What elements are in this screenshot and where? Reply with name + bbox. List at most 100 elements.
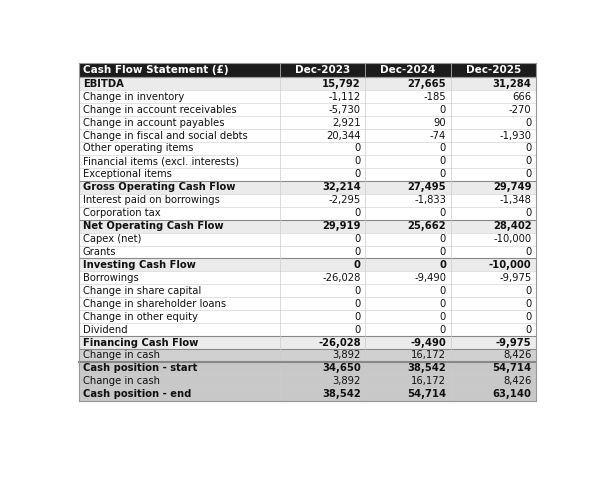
Text: 0: 0 <box>440 247 446 257</box>
Text: 32,214: 32,214 <box>322 182 361 192</box>
Text: 0: 0 <box>525 312 532 322</box>
Bar <box>79 78 536 90</box>
Text: Grants: Grants <box>83 247 116 257</box>
Text: 31,284: 31,284 <box>493 79 532 89</box>
Text: Dec-2024: Dec-2024 <box>380 66 436 76</box>
Text: 0: 0 <box>355 208 361 218</box>
Bar <box>79 116 536 129</box>
Text: 63,140: 63,140 <box>493 389 532 399</box>
Text: 29,919: 29,919 <box>322 221 361 231</box>
Text: 0: 0 <box>439 260 446 270</box>
Bar <box>79 155 536 168</box>
Text: 0: 0 <box>440 105 446 115</box>
Text: -1,930: -1,930 <box>499 131 532 141</box>
Text: 0: 0 <box>440 234 446 244</box>
Text: 8,426: 8,426 <box>503 376 532 386</box>
Text: 29,749: 29,749 <box>493 182 532 192</box>
Text: EBITDA: EBITDA <box>83 79 124 89</box>
Text: 0: 0 <box>355 169 361 179</box>
Text: -185: -185 <box>424 92 446 102</box>
Text: 0: 0 <box>354 260 361 270</box>
Text: Dec-2025: Dec-2025 <box>466 66 521 76</box>
Text: 0: 0 <box>525 299 532 309</box>
Text: Dividend: Dividend <box>83 325 127 334</box>
Bar <box>79 233 536 246</box>
Text: 0: 0 <box>355 144 361 154</box>
Text: 0: 0 <box>355 312 361 322</box>
Text: Exceptional items: Exceptional items <box>83 169 172 179</box>
Bar <box>79 142 536 155</box>
Text: 0: 0 <box>525 157 532 166</box>
Text: 0: 0 <box>355 325 361 334</box>
Text: 0: 0 <box>355 234 361 244</box>
Bar <box>79 258 536 271</box>
Text: 2,921: 2,921 <box>332 118 361 128</box>
Text: -1,112: -1,112 <box>329 92 361 102</box>
Bar <box>79 388 536 401</box>
Bar <box>79 246 536 258</box>
Text: 0: 0 <box>440 299 446 309</box>
Text: 3,892: 3,892 <box>332 376 361 386</box>
Text: 54,714: 54,714 <box>493 363 532 373</box>
Text: 0: 0 <box>440 157 446 166</box>
Text: -9,490: -9,490 <box>410 337 446 347</box>
Text: 0: 0 <box>440 325 446 334</box>
Text: Change in shareholder loans: Change in shareholder loans <box>83 299 226 309</box>
Text: -74: -74 <box>430 131 446 141</box>
Text: 16,172: 16,172 <box>411 350 446 360</box>
Text: 0: 0 <box>525 286 532 296</box>
Text: Change in inventory: Change in inventory <box>83 92 184 102</box>
Text: Net Operating Cash Flow: Net Operating Cash Flow <box>83 221 223 231</box>
Text: -9,975: -9,975 <box>499 273 532 283</box>
Text: 0: 0 <box>440 169 446 179</box>
Bar <box>79 129 536 142</box>
Text: 0: 0 <box>355 247 361 257</box>
Text: Gross Operating Cash Flow: Gross Operating Cash Flow <box>83 182 235 192</box>
Text: 0: 0 <box>525 208 532 218</box>
Bar <box>79 103 536 116</box>
Bar <box>79 336 536 349</box>
Text: 38,542: 38,542 <box>322 389 361 399</box>
Bar <box>79 271 536 284</box>
Text: 0: 0 <box>355 286 361 296</box>
Text: 0: 0 <box>440 286 446 296</box>
Bar <box>79 181 536 194</box>
Bar <box>79 168 536 181</box>
Text: -2,295: -2,295 <box>329 195 361 205</box>
Text: 54,714: 54,714 <box>407 389 446 399</box>
Bar <box>79 297 536 310</box>
Text: 34,650: 34,650 <box>322 363 361 373</box>
Text: -9,490: -9,490 <box>414 273 446 283</box>
Bar <box>79 375 536 388</box>
Text: Investing Cash Flow: Investing Cash Flow <box>83 260 196 270</box>
Text: Change in share capital: Change in share capital <box>83 286 201 296</box>
Bar <box>79 194 536 207</box>
Text: 16,172: 16,172 <box>411 376 446 386</box>
Text: Change in other equity: Change in other equity <box>83 312 197 322</box>
Text: 25,662: 25,662 <box>407 221 446 231</box>
Text: 0: 0 <box>355 157 361 166</box>
Text: Financial items (excl. interests): Financial items (excl. interests) <box>83 157 239 166</box>
Text: -26,028: -26,028 <box>318 337 361 347</box>
Bar <box>79 349 536 362</box>
Bar <box>79 207 536 220</box>
Text: Other operating items: Other operating items <box>83 144 193 154</box>
Text: Interest paid on borrowings: Interest paid on borrowings <box>83 195 220 205</box>
Text: 27,665: 27,665 <box>407 79 446 89</box>
Text: Change in cash: Change in cash <box>83 376 160 386</box>
Text: 0: 0 <box>525 325 532 334</box>
Text: Corporation tax: Corporation tax <box>83 208 160 218</box>
Bar <box>79 90 536 103</box>
Text: Change in account receivables: Change in account receivables <box>83 105 236 115</box>
Bar <box>79 310 536 323</box>
Text: 28,402: 28,402 <box>493 221 532 231</box>
Text: Borrowings: Borrowings <box>83 273 139 283</box>
Bar <box>79 362 536 375</box>
Text: 0: 0 <box>525 169 532 179</box>
Text: 20,344: 20,344 <box>326 131 361 141</box>
Text: Cash Flow Statement (£): Cash Flow Statement (£) <box>83 66 229 76</box>
Text: 0: 0 <box>440 144 446 154</box>
Text: Capex (net): Capex (net) <box>83 234 141 244</box>
Text: 8,426: 8,426 <box>503 350 532 360</box>
Text: Cash position - end: Cash position - end <box>83 389 191 399</box>
